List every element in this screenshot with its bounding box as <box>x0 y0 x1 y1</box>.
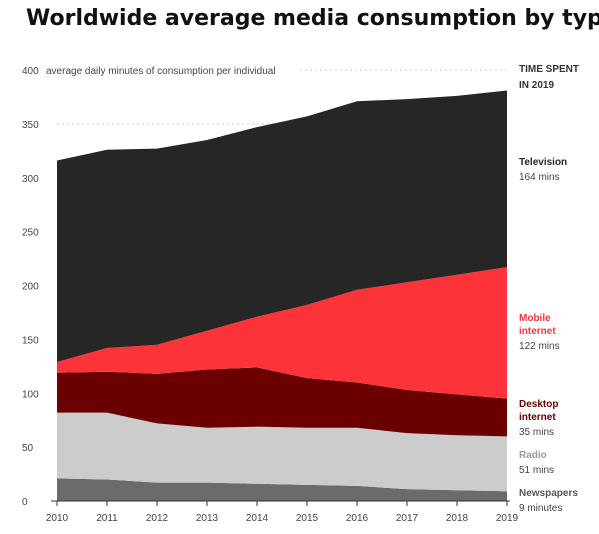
legend-label-radio: Radio <box>519 450 547 461</box>
legend-header: IN 2019 <box>519 80 554 91</box>
area-mobile-internet <box>57 267 507 399</box>
y-tick-label: 100 <box>22 389 39 400</box>
x-tick-label: 2013 <box>196 513 219 524</box>
x-tick-label: 2010 <box>46 513 69 524</box>
x-tick-label: 2016 <box>346 513 369 524</box>
chart-title: Worldwide average media consumption by t… <box>26 6 599 31</box>
y-tick-label: 350 <box>22 120 39 131</box>
legend-value-radio: 51 mins <box>519 465 554 476</box>
legend-value-newspapers: 9 minutes <box>519 503 562 514</box>
y-tick-label: 50 <box>22 443 34 454</box>
y-tick-label: 150 <box>22 335 39 346</box>
legend-label-television: Television <box>519 157 567 168</box>
x-axis: 2010 2011 2012 2013 2014 2015 2016 2017 2018 2019 <box>46 500 519 524</box>
legend-value-desktop-internet: 35 mins <box>519 427 554 438</box>
area-television <box>57 90 507 363</box>
legend-value-television: 164 mins <box>519 172 560 183</box>
y-tick-label: 200 <box>22 282 39 293</box>
y-tick-label: 300 <box>22 174 39 185</box>
x-tick-label: 2014 <box>246 513 269 524</box>
y-axis-label: average daily minutes of consumption per… <box>46 66 276 77</box>
x-tick-label: 2012 <box>146 513 169 524</box>
legend-label-mobile-internet: Mobile <box>519 313 551 324</box>
stacked-areas <box>57 90 507 501</box>
y-tick-label: 250 <box>22 228 39 239</box>
y-tick-label: 400 <box>22 66 39 77</box>
legend-value-mobile-internet: 122 mins <box>519 341 560 352</box>
legend-header: TIME SPENT <box>519 64 579 75</box>
area-desktop-internet <box>57 367 507 437</box>
legend-label-desktop-internet: internet <box>519 412 556 423</box>
area-newspapers <box>57 478 507 501</box>
x-tick-label: 2017 <box>396 513 419 524</box>
legend-label-mobile-internet: internet <box>519 326 556 337</box>
y-tick-label: 0 <box>22 497 28 508</box>
x-tick-label: 2018 <box>446 513 469 524</box>
legend-label-desktop-internet: Desktop <box>519 399 558 410</box>
x-tick-label: 2019 <box>496 513 519 524</box>
x-tick-label: 2011 <box>96 513 118 524</box>
x-tick-label: 2015 <box>296 513 319 524</box>
right-legend: TIME SPENT IN 2019 Newspapers 9 minutes Radi… <box>519 64 579 514</box>
legend-label-newspapers: Newspapers <box>519 488 578 499</box>
y-axis: 0 50 100 150 200 250 300 350 400 average daily mi… <box>22 66 276 508</box>
area-radio <box>57 412 507 492</box>
